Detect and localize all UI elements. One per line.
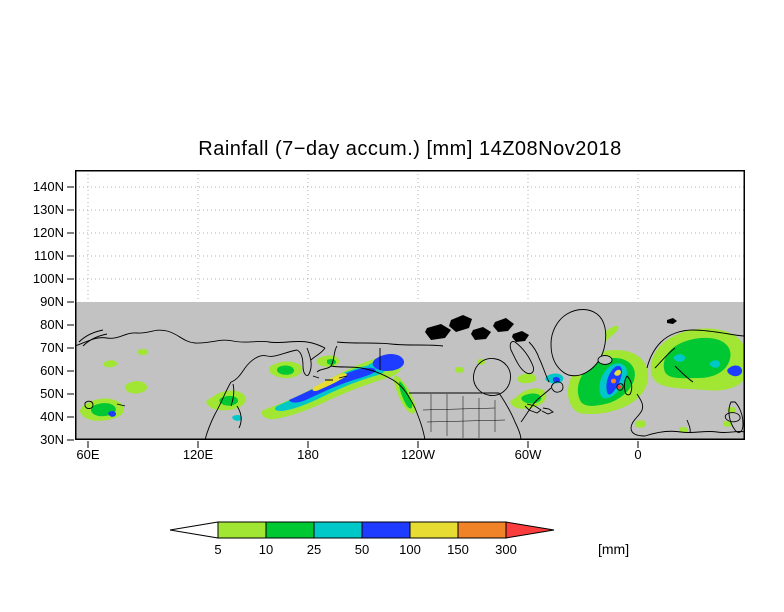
colorbar-level-label: 50 bbox=[355, 542, 369, 557]
colorbar-seg-25-50 bbox=[313, 521, 363, 539]
colorbar-segments bbox=[169, 521, 555, 539]
colorbar-seg-150-300 bbox=[457, 521, 507, 539]
iceland bbox=[597, 355, 613, 365]
colorbar-unit-label: [mm] bbox=[598, 541, 629, 557]
colorbar-seg-5-10 bbox=[217, 521, 267, 539]
colorbar-arrow-above bbox=[505, 521, 555, 539]
y-tick-label: 40N bbox=[40, 409, 64, 424]
colorbar-seg-50-100 bbox=[361, 521, 411, 539]
x-tick-label: 180 bbox=[297, 447, 319, 462]
y-tick-label: 140N bbox=[32, 179, 64, 194]
colorbar-arrow-below bbox=[169, 521, 219, 539]
y-tick-label: 120N bbox=[32, 225, 64, 240]
colorbar-seg-100-150 bbox=[409, 521, 459, 539]
colorbar-level-label: 5 bbox=[214, 542, 221, 557]
colorbar: 5 10 25 50 100 150 300 [mm] bbox=[169, 521, 629, 557]
y-tick-label: 100N bbox=[32, 271, 64, 286]
colorbar-level-label: 10 bbox=[259, 542, 273, 557]
colorbar-seg-10-25 bbox=[265, 521, 315, 539]
y-tick-label: 130N bbox=[32, 202, 64, 217]
rainfall-bin-above-300 bbox=[617, 384, 621, 390]
axis-ticks bbox=[67, 186, 639, 448]
y-tick-label: 90N bbox=[40, 294, 64, 309]
y-tick-label: 70N bbox=[40, 340, 64, 355]
x-tick-label: 120E bbox=[182, 447, 214, 462]
chart-title: Rainfall (7−day accum.) [mm] 14Z08Nov201… bbox=[198, 138, 622, 160]
colorbar-level-label: 25 bbox=[307, 542, 321, 557]
y-tick-label: 110N bbox=[33, 248, 64, 263]
colorbar-level-label: 150 bbox=[447, 542, 469, 557]
coastlines bbox=[74, 309, 746, 441]
colorbar-labels: 5 10 25 50 100 150 300 [mm] bbox=[214, 541, 629, 557]
x-tick-label: 0 bbox=[634, 447, 642, 462]
x-tick-label: 60W bbox=[514, 447, 542, 462]
plot-border bbox=[75, 170, 745, 440]
colorbar-level-label: 100 bbox=[399, 542, 421, 557]
x-tick-label: 60E bbox=[76, 447, 100, 462]
colorbar-level-label: 300 bbox=[495, 542, 517, 557]
us-state-borders bbox=[422, 394, 506, 438]
greenland bbox=[550, 309, 607, 377]
rainfall-bin-150-300 bbox=[611, 378, 616, 384]
y-tick-label: 50N bbox=[40, 386, 64, 401]
rainfall-bin-100-150 bbox=[312, 369, 621, 392]
y-tick-label: 30N bbox=[40, 432, 64, 447]
y-tick-label: 80N bbox=[40, 317, 64, 332]
y-tick-label: 60N bbox=[40, 363, 64, 378]
x-tick-label: 120W bbox=[401, 447, 435, 462]
arctic-archipelago bbox=[425, 315, 677, 342]
map-plot bbox=[67, 170, 746, 448]
